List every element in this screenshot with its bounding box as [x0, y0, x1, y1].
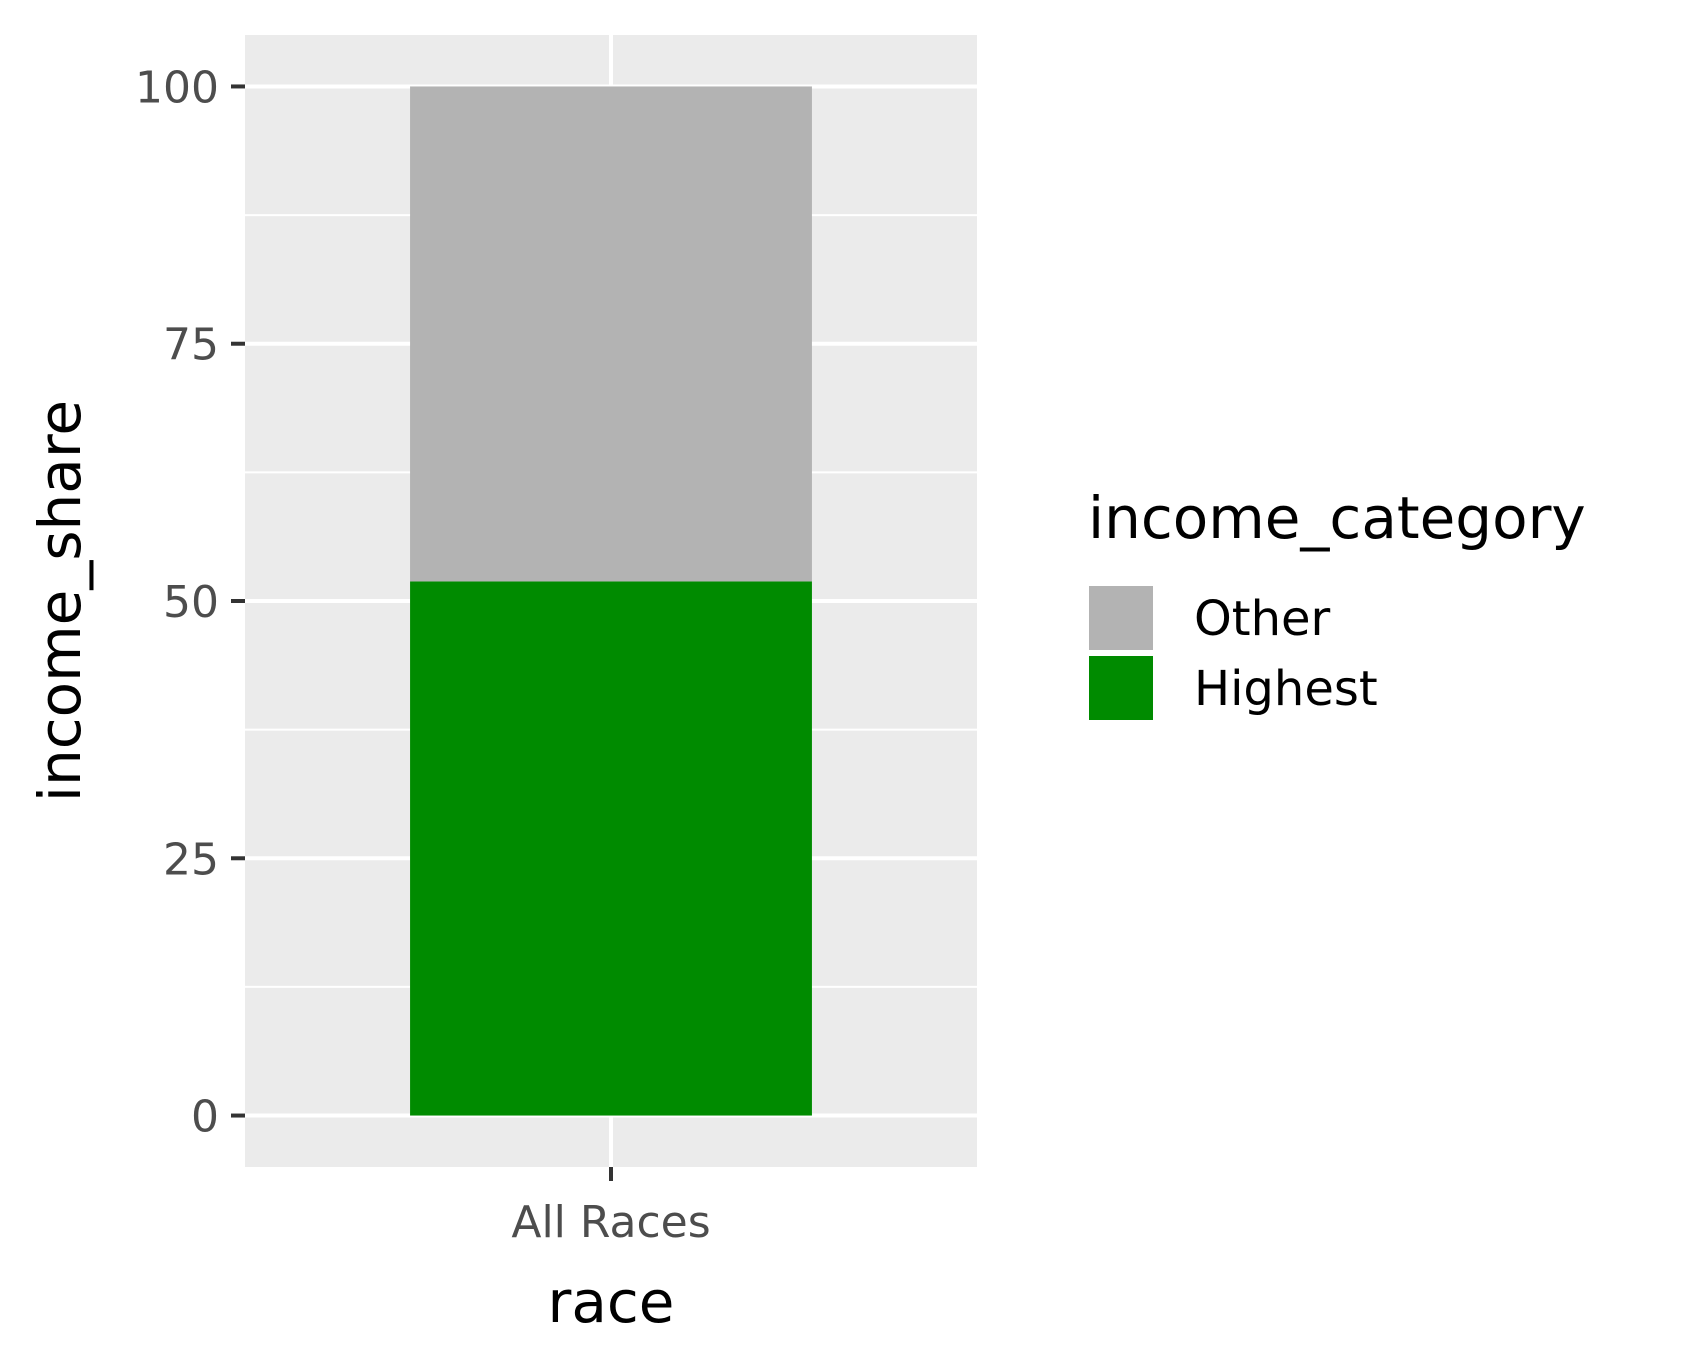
y-axis: 0 25 50 75 100	[135, 62, 245, 1143]
legend-key-other	[1087, 584, 1155, 652]
y-tick-label: 0	[191, 1092, 219, 1143]
legend-title: income_category	[1088, 484, 1586, 552]
y-tick-label: 100	[135, 62, 219, 113]
bar-segment-highest	[410, 581, 812, 1116]
y-tick-label: 50	[163, 577, 219, 628]
legend-key-highest	[1087, 654, 1155, 722]
legend-label-highest: Highest	[1194, 661, 1378, 717]
x-axis-title: race	[548, 1268, 675, 1336]
x-axis: All Races	[511, 1167, 711, 1248]
legend: income_category Other Highest	[1087, 484, 1586, 722]
x-tick-label: All Races	[511, 1197, 710, 1248]
y-tick-label: 25	[163, 834, 219, 885]
y-axis-title: income_share	[26, 400, 94, 802]
legend-label-other: Other	[1194, 591, 1331, 647]
y-tick-label: 75	[163, 320, 219, 371]
bar-segment-other	[410, 86, 812, 582]
bars	[410, 86, 812, 1116]
